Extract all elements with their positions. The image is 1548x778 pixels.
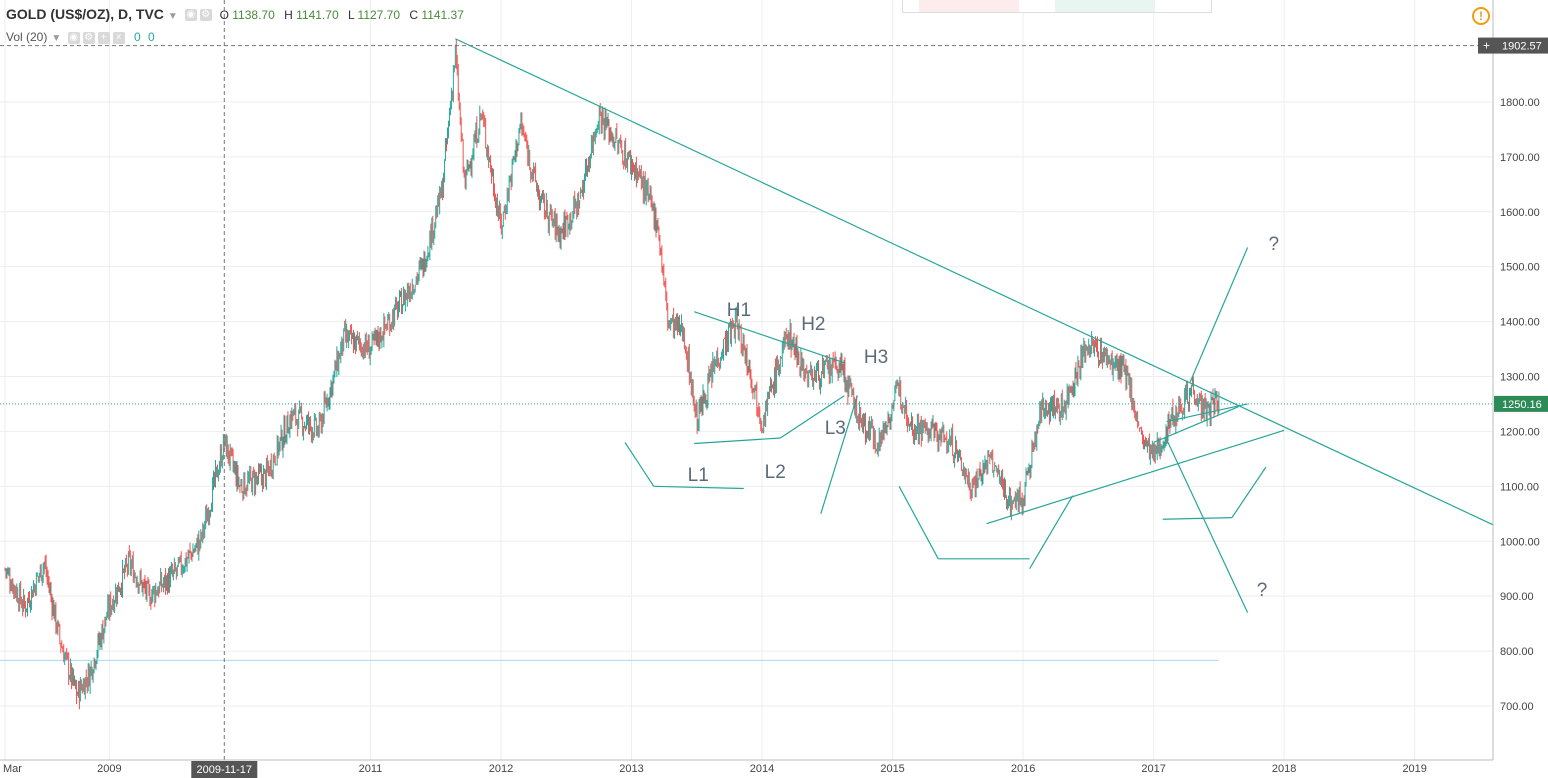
low-value: 1127.70 [357,8,401,22]
eye-icon[interactable]: ◉ [184,9,197,22]
pattern-label[interactable]: L1 [688,465,709,486]
ask-box[interactable] [1055,0,1155,12]
current-price-label: 1250.16 [1502,399,1542,411]
axis-tags: 1250.16 + 1902.57 2009-11-17 [191,37,1548,778]
time-tick-label: 2016 [1011,763,1035,775]
trendline[interactable] [1162,517,1232,520]
time-tick-label: 2012 [489,763,513,775]
time-tick-label: 2014 [750,763,774,775]
time-tick-label: 2015 [880,763,904,775]
crosshair-date-label: 2009-11-17 [197,764,252,776]
trendline[interactable] [653,485,744,490]
high-value: 1141.70 [296,8,339,22]
price-tick-label: 1700.00 [1500,152,1540,164]
crosshair-date-tag [191,761,258,778]
time-tick-label: 2009 [97,763,121,775]
time-tick-label: 2013 [619,763,643,775]
price-tick-label: 1600.00 [1500,207,1540,219]
price-tick-label: 1400.00 [1500,317,1540,329]
pattern-label[interactable]: L3 [825,418,846,439]
alert-icon[interactable]: ! [1472,7,1490,25]
price-tick-label: 1200.00 [1500,426,1540,438]
time-axis[interactable]: Mar 2009 2011 2012 2013 2014 2015 2016 2017 2018 2… [3,763,1427,775]
price-tick-label: 1300.00 [1500,372,1540,384]
eye-icon[interactable]: ◉ [67,31,80,44]
trendline-drawings[interactable] [455,38,1494,613]
chart-legend: GOLD (US$/OZ), D, TVC ▼ ◉ ⚙ O 1138.70 H 11… [6,6,470,22]
close-value: 1141.37 [421,8,464,22]
time-tick-label: 2017 [1141,763,1165,775]
price-tick-label: 1500.00 [1500,262,1540,274]
chevron-down-icon[interactable]: ▼ [51,33,62,44]
pattern-label[interactable]: H3 [864,347,888,368]
open-value: 1138.70 [232,8,275,22]
price-tick-label: 1000.00 [1500,536,1540,548]
pattern-label[interactable]: H1 [727,300,751,321]
trendline[interactable] [986,429,1285,525]
gear-icon[interactable]: ⚙ [82,31,95,44]
symbol-title[interactable]: GOLD (US$/OZ), D, TVC [6,6,164,22]
close-icon[interactable]: × [112,31,125,44]
pattern-label[interactable]: L2 [765,462,786,483]
time-tick-label: Mar [3,763,22,775]
trendline[interactable] [693,311,845,364]
pattern-label[interactable]: H2 [801,314,825,335]
price-tick-label: 900.00 [1500,591,1534,603]
chart-grid [0,0,1493,760]
trendline[interactable] [624,442,655,487]
volume-value-2: 0 [147,30,155,44]
volume-legend: Vol (20) ▼ ◉ ⚙ + × 0 0 [6,30,155,44]
trendline[interactable] [1231,466,1267,518]
trendline[interactable] [820,395,858,514]
bid-box[interactable] [919,0,1019,12]
bid-ask-widget[interactable] [902,0,1212,13]
pattern-annotations: H1 H2 H3 L1 L2 L3?? [688,234,1279,601]
trendline[interactable] [1029,495,1074,570]
trendline[interactable] [455,38,1494,526]
trendline[interactable] [1166,403,1248,423]
price-tick-label: 800.00 [1500,646,1534,658]
current-price-tag [1494,395,1548,412]
trendline[interactable] [898,486,939,560]
plus-icon[interactable]: + [1483,39,1490,53]
time-tick-label: 2018 [1272,763,1296,775]
price-axis[interactable]: 700.00 800.00 900.00 1000.00 1100.00 1200.00 1… [1500,97,1540,713]
time-tick-label: 2019 [1402,763,1426,775]
ohlc-values: O 1138.70 H 1141.70 L 1127.70 C 1141.37 [219,8,464,22]
trendline[interactable] [779,395,845,439]
pattern-label[interactable]: ? [1268,234,1279,255]
time-tick-label: 2011 [359,763,383,775]
trendline[interactable] [694,437,781,445]
volume-title[interactable]: Vol (20) [6,30,48,44]
trendline[interactable] [1153,406,1239,443]
crosshair-price-tag [1478,37,1548,54]
trendline[interactable] [1189,247,1249,383]
volume-value-1: 0 [133,30,141,44]
crosshair-price-label: 1902.57 [1502,41,1542,53]
plus-icon[interactable]: + [97,31,110,44]
gear-icon[interactable]: ⚙ [199,9,212,22]
price-tick-label: 1100.00 [1500,481,1539,493]
pattern-label[interactable]: ? [1257,580,1268,601]
price-tick-label: 1800.00 [1500,97,1540,109]
candlestick-series [4,39,1220,710]
chevron-down-icon[interactable]: ▼ [167,11,178,22]
price-tick-label: 700.00 [1500,701,1534,713]
trendline[interactable] [1166,439,1249,613]
